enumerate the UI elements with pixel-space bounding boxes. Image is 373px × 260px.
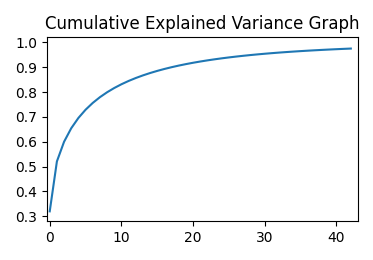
Title: Cumulative Explained Variance Graph: Cumulative Explained Variance Graph: [45, 15, 360, 33]
